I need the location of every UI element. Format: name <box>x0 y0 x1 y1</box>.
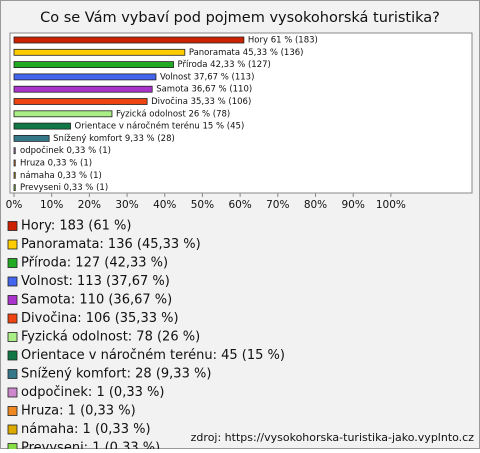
x-tick-label: 0% <box>6 199 23 211</box>
data-label: Prevyseni 0,33 % (1) <box>20 183 108 193</box>
x-tick-label: 80% <box>304 199 327 211</box>
x-tick-label: 30% <box>115 199 138 211</box>
data-label: námaha 0,33 % (1) <box>20 171 102 181</box>
legend-label: Samota: 110 (36,67 %) <box>21 293 172 308</box>
data-label: Samota 36,67 % (110) <box>156 85 252 95</box>
legend-label: Prevyseni: 1 (0,33 %) <box>21 441 160 450</box>
legend-label: odpočinek: 1 (0,33 %) <box>21 385 164 400</box>
legend-swatch <box>7 443 18 453</box>
bar <box>13 36 245 44</box>
legend-swatch <box>7 350 18 361</box>
legend-swatch <box>7 313 18 324</box>
bar <box>13 48 186 56</box>
legend-label: Volnost: 113 (37,67 %) <box>21 274 170 289</box>
legend-label: Panoramata: 136 (45,33 %) <box>21 237 201 252</box>
legend-label: Orientace v náročném terénu: 45 (15 %) <box>21 348 285 363</box>
x-tick-label: 50% <box>191 199 214 211</box>
legend-swatch <box>7 276 18 287</box>
legend-swatch <box>7 295 18 305</box>
legend-swatch <box>7 369 18 379</box>
chart-title: Co se Vám vybaví pod pojmem vysokohorská… <box>40 10 440 26</box>
source: zdroj: https://vysokohorska-turistika-ja… <box>191 431 475 444</box>
data-label: Panoramata 45,33 % (136) <box>189 48 304 58</box>
legend-label: Hruza: 1 (0,33 %) <box>21 404 136 419</box>
legend-swatch <box>7 387 18 398</box>
x-tick-label: 100% <box>376 199 406 211</box>
data-label: Hory 61 % (183) <box>248 36 318 46</box>
bar <box>13 73 157 81</box>
legend-label: Hory: 183 (61 %) <box>21 219 131 234</box>
bar <box>13 171 16 179</box>
bar <box>13 85 153 93</box>
bar <box>13 184 16 192</box>
data-label: Snížený komfort 9,33 % (28) <box>53 134 175 144</box>
x-tick-label: 10% <box>40 199 63 211</box>
bar <box>13 61 174 68</box>
data-label: Příroda 42,33 % (127) <box>178 60 271 70</box>
bar <box>13 98 148 105</box>
legend-swatch <box>7 424 18 435</box>
legend-label: Divočina: 106 (35,33 %) <box>21 311 179 326</box>
legend-swatch <box>7 258 18 268</box>
x-tick-label: 70% <box>266 199 289 211</box>
x-tick-label: 40% <box>153 199 176 211</box>
x-tick-label: 60% <box>228 199 251 211</box>
data-label: Orientace v náročném terénu 15 % (45) <box>75 121 245 132</box>
legend-label: námaha: 1 (0,33 %) <box>21 422 151 437</box>
data-label: odpočinek 0,33 % (1) <box>20 145 111 156</box>
legend-swatch <box>7 332 18 342</box>
legend-label: Fyzická odolnost: 78 (26 %) <box>21 330 200 345</box>
bar <box>13 110 113 118</box>
legend-swatch <box>7 239 18 250</box>
bar <box>13 147 16 155</box>
data-label: Volnost 37,67 % (113) <box>160 72 254 82</box>
data-label: Fyzická odolnost 26 % (78) <box>116 109 230 119</box>
bar <box>13 122 71 130</box>
x-tick-label: 20% <box>78 199 101 211</box>
bar <box>13 134 50 142</box>
legend-swatch <box>7 221 18 231</box>
bar <box>13 159 16 167</box>
data-label: Divočina 35,33 % (106) <box>151 96 251 107</box>
x-tick-label: 90% <box>342 199 365 211</box>
legend-swatch <box>7 406 18 416</box>
legend-label: Snížený komfort: 28 (9,33 %) <box>21 367 211 382</box>
legend-label: Příroda: 127 (42,33 %) <box>21 256 168 271</box>
data-label: Hruza 0,33 % (1) <box>20 159 92 169</box>
